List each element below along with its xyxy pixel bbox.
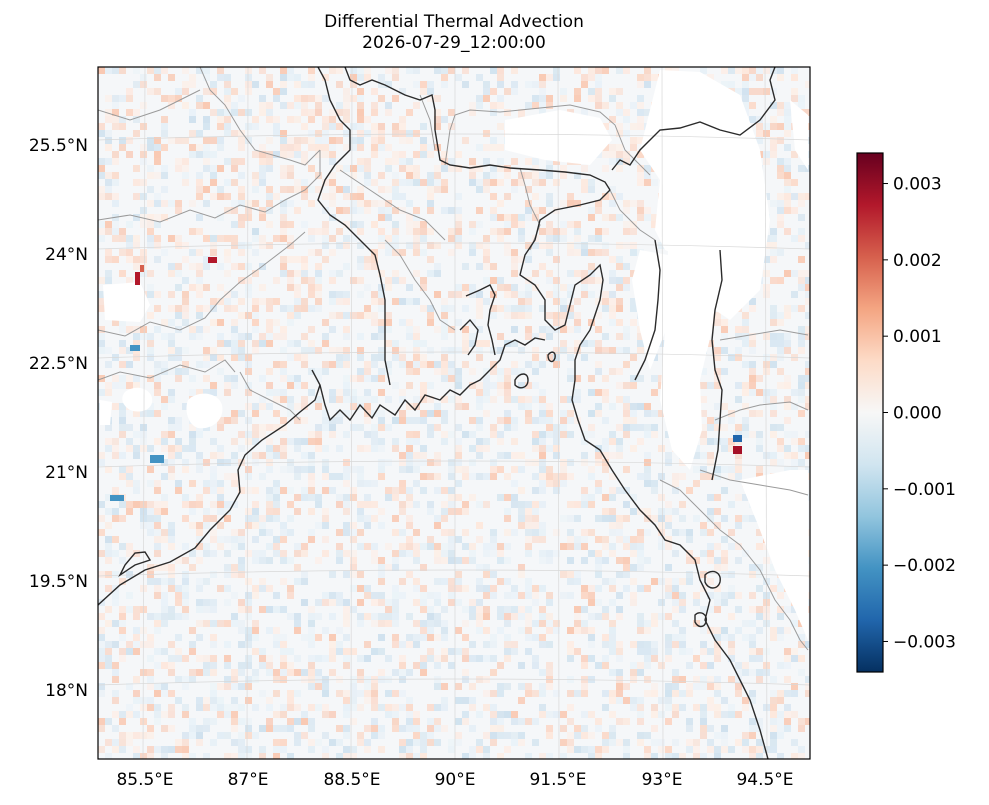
- title-line-1: Differential Thermal Advection: [324, 12, 584, 32]
- colorbar-tick-label: −0.003: [893, 632, 956, 652]
- map-frame: [97, 66, 811, 760]
- gridlines: [98, 67, 810, 759]
- extreme-values: [110, 257, 742, 501]
- latitude-tick-label: 21°N: [45, 463, 88, 483]
- colorbar-tick-label: 0.003: [893, 175, 942, 195]
- colorbar-tick-label: 0.000: [893, 404, 942, 424]
- latitude-tick-label: 19.5°N: [29, 572, 88, 592]
- latitude-tick-label: 18°N: [45, 681, 88, 701]
- colorbar-tick-label: 0.002: [893, 251, 942, 271]
- colorbar: 0.003 0.002 0.001 0.000 −0.001 −0.002 −0.003: [856, 152, 956, 673]
- colorbar-ticks: 0.003 0.002 0.001 0.000 −0.001 −0.002 −0.003: [883, 175, 956, 652]
- latitude-tick-label: 24°N: [45, 245, 88, 265]
- latitude-tick-label: 22.5°N: [29, 354, 88, 374]
- map-panel: [98, 67, 810, 759]
- map-title: Differential Thermal Advection 2026-07-2…: [98, 12, 810, 54]
- colorbar-tick-label: 0.001: [893, 327, 942, 347]
- longitude-labels: 85.5°E 87°E 88.5°E 90°E 91.5°E 93°E 94.5°E: [116, 770, 793, 790]
- colorbar-tick-label: −0.001: [893, 480, 956, 500]
- longitude-tick-label: 91.5°E: [529, 770, 586, 790]
- colorbar-gradient: [857, 153, 883, 672]
- colorbar-tick-label: −0.002: [893, 556, 956, 576]
- longitude-tick-label: 93°E: [642, 770, 683, 790]
- longitude-tick-label: 90°E: [435, 770, 476, 790]
- latitude-tick-label: 25.5°N: [29, 136, 88, 156]
- latitude-labels: 25.5°N 24°N 22.5°N 21°N 19.5°N 18°N: [29, 136, 88, 701]
- longitude-tick-label: 87°E: [228, 770, 269, 790]
- title-line-2: 2026-07-29_12:00:00: [362, 33, 546, 53]
- longitude-tick-label: 85.5°E: [116, 770, 173, 790]
- coastline-and-borders: [98, 67, 776, 759]
- longitude-tick-label: 88.5°E: [323, 770, 380, 790]
- longitude-tick-label: 94.5°E: [736, 770, 793, 790]
